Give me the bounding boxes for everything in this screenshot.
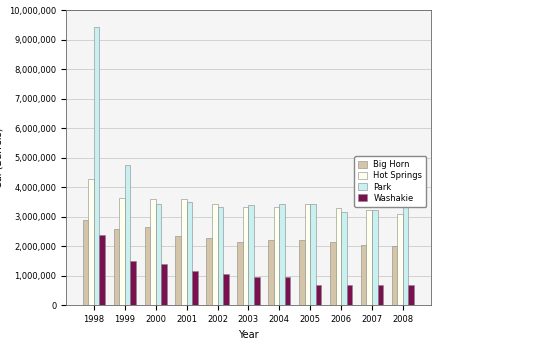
Bar <box>161 264 167 305</box>
Bar <box>212 204 217 305</box>
Bar <box>403 205 408 305</box>
Bar <box>310 204 316 305</box>
Bar <box>397 214 403 305</box>
Bar <box>237 242 243 305</box>
Bar <box>130 261 136 305</box>
Bar <box>274 206 279 305</box>
X-axis label: Year: Year <box>238 330 259 340</box>
Bar <box>367 210 372 305</box>
Bar <box>254 277 259 305</box>
Bar <box>336 208 341 305</box>
Bar <box>372 210 378 305</box>
Bar <box>150 199 156 305</box>
Legend: Big Horn, Hot Springs, Park, Washakie: Big Horn, Hot Springs, Park, Washakie <box>354 156 426 207</box>
Bar <box>316 285 321 305</box>
Bar <box>361 245 367 305</box>
Bar <box>192 271 198 305</box>
Bar <box>83 220 88 305</box>
Bar <box>125 165 130 305</box>
Bar <box>243 206 248 305</box>
Bar <box>330 242 336 305</box>
Bar <box>94 27 99 305</box>
Bar <box>145 227 150 305</box>
Bar <box>392 246 397 305</box>
Bar <box>114 229 119 305</box>
Bar <box>378 285 383 305</box>
Bar <box>119 198 125 305</box>
Bar <box>347 285 352 305</box>
Bar <box>279 204 285 305</box>
Bar <box>285 277 290 305</box>
Bar <box>187 202 192 305</box>
Bar <box>299 240 305 305</box>
Bar <box>181 199 187 305</box>
Bar <box>206 238 212 305</box>
Bar <box>99 235 105 305</box>
Bar <box>408 285 414 305</box>
Bar <box>88 178 94 305</box>
Bar <box>305 204 310 305</box>
Bar <box>223 274 229 305</box>
Bar <box>248 205 254 305</box>
Y-axis label: Cal (Barrels): Cal (Barrels) <box>0 128 4 188</box>
Bar <box>341 212 347 305</box>
Bar <box>176 236 181 305</box>
Bar <box>217 206 223 305</box>
Bar <box>268 240 274 305</box>
Bar <box>156 204 161 305</box>
